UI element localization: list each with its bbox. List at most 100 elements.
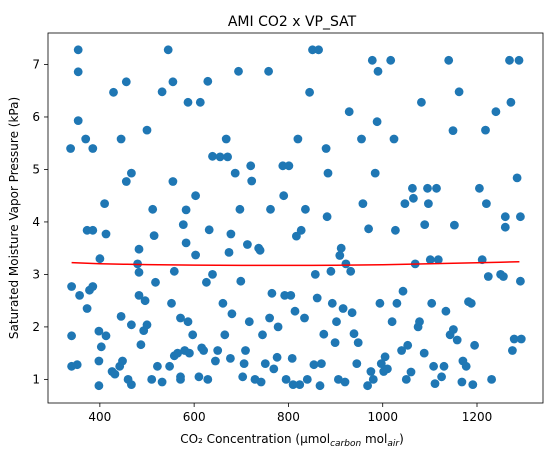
fit-line bbox=[71, 261, 520, 267]
data-point bbox=[309, 360, 319, 370]
data-point bbox=[427, 298, 437, 308]
x-tick-label: 600 bbox=[183, 410, 206, 424]
data-point bbox=[226, 229, 236, 239]
data-point bbox=[321, 144, 331, 153]
data-point bbox=[433, 255, 443, 265]
data-point bbox=[67, 282, 76, 291]
data-point bbox=[312, 293, 322, 303]
data-point bbox=[280, 291, 290, 300]
data-point bbox=[185, 348, 194, 358]
data-point bbox=[383, 364, 392, 374]
data-point bbox=[243, 240, 252, 249]
data-point bbox=[72, 360, 82, 370]
data-point bbox=[218, 298, 228, 308]
data-point bbox=[508, 346, 517, 355]
data-point bbox=[241, 346, 250, 355]
data-point bbox=[367, 55, 377, 65]
data-point bbox=[223, 152, 233, 162]
data-point bbox=[334, 375, 343, 384]
data-point bbox=[357, 134, 366, 144]
data-point bbox=[424, 199, 433, 209]
data-point bbox=[358, 199, 368, 209]
data-point bbox=[208, 270, 217, 279]
data-point bbox=[215, 152, 225, 162]
points-layer bbox=[66, 45, 526, 391]
data-point bbox=[363, 381, 372, 391]
data-point bbox=[322, 212, 332, 222]
data-point bbox=[266, 204, 275, 214]
data-point bbox=[73, 67, 83, 77]
data-point bbox=[226, 354, 235, 363]
data-point bbox=[236, 276, 246, 286]
data-point bbox=[88, 282, 98, 291]
data-point bbox=[487, 375, 496, 384]
data-point bbox=[452, 335, 462, 345]
data-point bbox=[419, 348, 429, 358]
data-point bbox=[88, 144, 98, 153]
data-point bbox=[140, 296, 150, 306]
data-point bbox=[235, 204, 245, 214]
fit-line-layer bbox=[71, 261, 520, 267]
data-point bbox=[183, 317, 193, 327]
data-point bbox=[373, 66, 383, 76]
y-tick-label: 7 bbox=[32, 57, 40, 71]
x-tick-label: 1200 bbox=[462, 410, 493, 424]
data-point bbox=[224, 248, 234, 257]
data-point bbox=[327, 298, 337, 308]
data-point bbox=[352, 359, 362, 368]
data-point bbox=[491, 107, 501, 117]
x-axis-label-sub-carbon: carbon bbox=[330, 439, 361, 449]
data-point bbox=[332, 317, 341, 327]
data-point bbox=[194, 372, 204, 382]
data-point bbox=[101, 331, 111, 341]
data-point bbox=[95, 254, 105, 264]
data-point bbox=[397, 346, 406, 355]
data-point bbox=[336, 243, 346, 253]
data-point bbox=[269, 364, 279, 374]
data-point bbox=[265, 313, 274, 323]
data-point bbox=[167, 298, 176, 308]
data-point bbox=[481, 125, 490, 135]
data-point bbox=[116, 312, 126, 321]
y-tick-label: 6 bbox=[32, 110, 40, 124]
data-point bbox=[346, 266, 356, 276]
data-point bbox=[420, 220, 430, 230]
data-point bbox=[211, 356, 220, 366]
data-point bbox=[439, 361, 449, 371]
data-point bbox=[516, 212, 525, 222]
data-point bbox=[195, 97, 205, 107]
data-point bbox=[340, 377, 350, 387]
x-tick-label: 400 bbox=[88, 410, 111, 424]
data-point bbox=[375, 298, 385, 308]
data-point bbox=[330, 338, 340, 347]
data-point bbox=[73, 45, 83, 55]
data-point bbox=[168, 177, 178, 186]
data-point bbox=[376, 359, 386, 368]
data-point bbox=[134, 291, 144, 300]
data-point bbox=[230, 168, 240, 178]
data-point bbox=[506, 97, 516, 107]
data-point bbox=[409, 193, 418, 203]
data-point bbox=[482, 199, 491, 209]
data-point bbox=[300, 313, 309, 323]
data-point bbox=[512, 173, 522, 183]
x-axis-label-mid: mol bbox=[361, 432, 387, 446]
data-point bbox=[221, 134, 231, 144]
data-point bbox=[256, 377, 266, 387]
data-point bbox=[468, 380, 478, 389]
data-point bbox=[457, 377, 467, 387]
data-point bbox=[281, 375, 291, 384]
plot-frame bbox=[47, 32, 544, 404]
y-tick-label: 1 bbox=[32, 372, 40, 386]
data-point bbox=[315, 381, 325, 391]
data-point bbox=[514, 55, 524, 65]
data-point bbox=[288, 380, 298, 389]
x-tick-label: 800 bbox=[277, 410, 300, 424]
data-point bbox=[203, 76, 213, 86]
data-point bbox=[295, 380, 305, 389]
data-point bbox=[391, 225, 400, 235]
data-point bbox=[81, 134, 91, 144]
data-point bbox=[454, 87, 464, 97]
data-point bbox=[234, 66, 243, 76]
data-point bbox=[335, 251, 345, 260]
